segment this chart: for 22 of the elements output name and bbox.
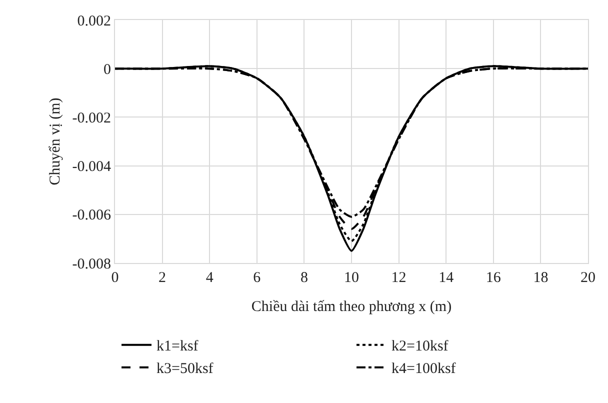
x-tick-label: 8 — [300, 270, 308, 286]
legend-label: k4=100ksf — [392, 361, 456, 378]
y-tick-label: -0.002 — [72, 110, 111, 126]
x-axis-title: Chiều dài tấm theo phương x (m) — [251, 299, 452, 315]
x-tick-label: 6 — [253, 270, 262, 286]
legend-label: k3=50ksf — [156, 361, 214, 378]
x-tick-label: 14 — [438, 270, 454, 286]
y-tick-label: 0.002 — [77, 13, 111, 30]
legend-label: k2=10ksf — [392, 338, 448, 355]
x-tick-label: 16 — [486, 270, 502, 286]
x-tick-label: 10 — [344, 270, 359, 286]
x-tick-label: 20 — [580, 270, 596, 286]
x-tick-label: 4 — [206, 270, 214, 286]
y-axis-title: Chuyển vị (m) — [48, 98, 64, 186]
y-tick-label: 0 — [104, 62, 111, 78]
y-tick-label: -0.008 — [72, 256, 111, 272]
y-tick-label: -0.004 — [72, 159, 112, 176]
legend-label: k1=ksf — [156, 338, 198, 355]
x-tick-label: 18 — [533, 270, 548, 286]
x-tick-label: 2 — [158, 270, 166, 286]
y-tick-label: -0.006 — [72, 208, 112, 224]
x-tick-label: 12 — [391, 270, 406, 286]
